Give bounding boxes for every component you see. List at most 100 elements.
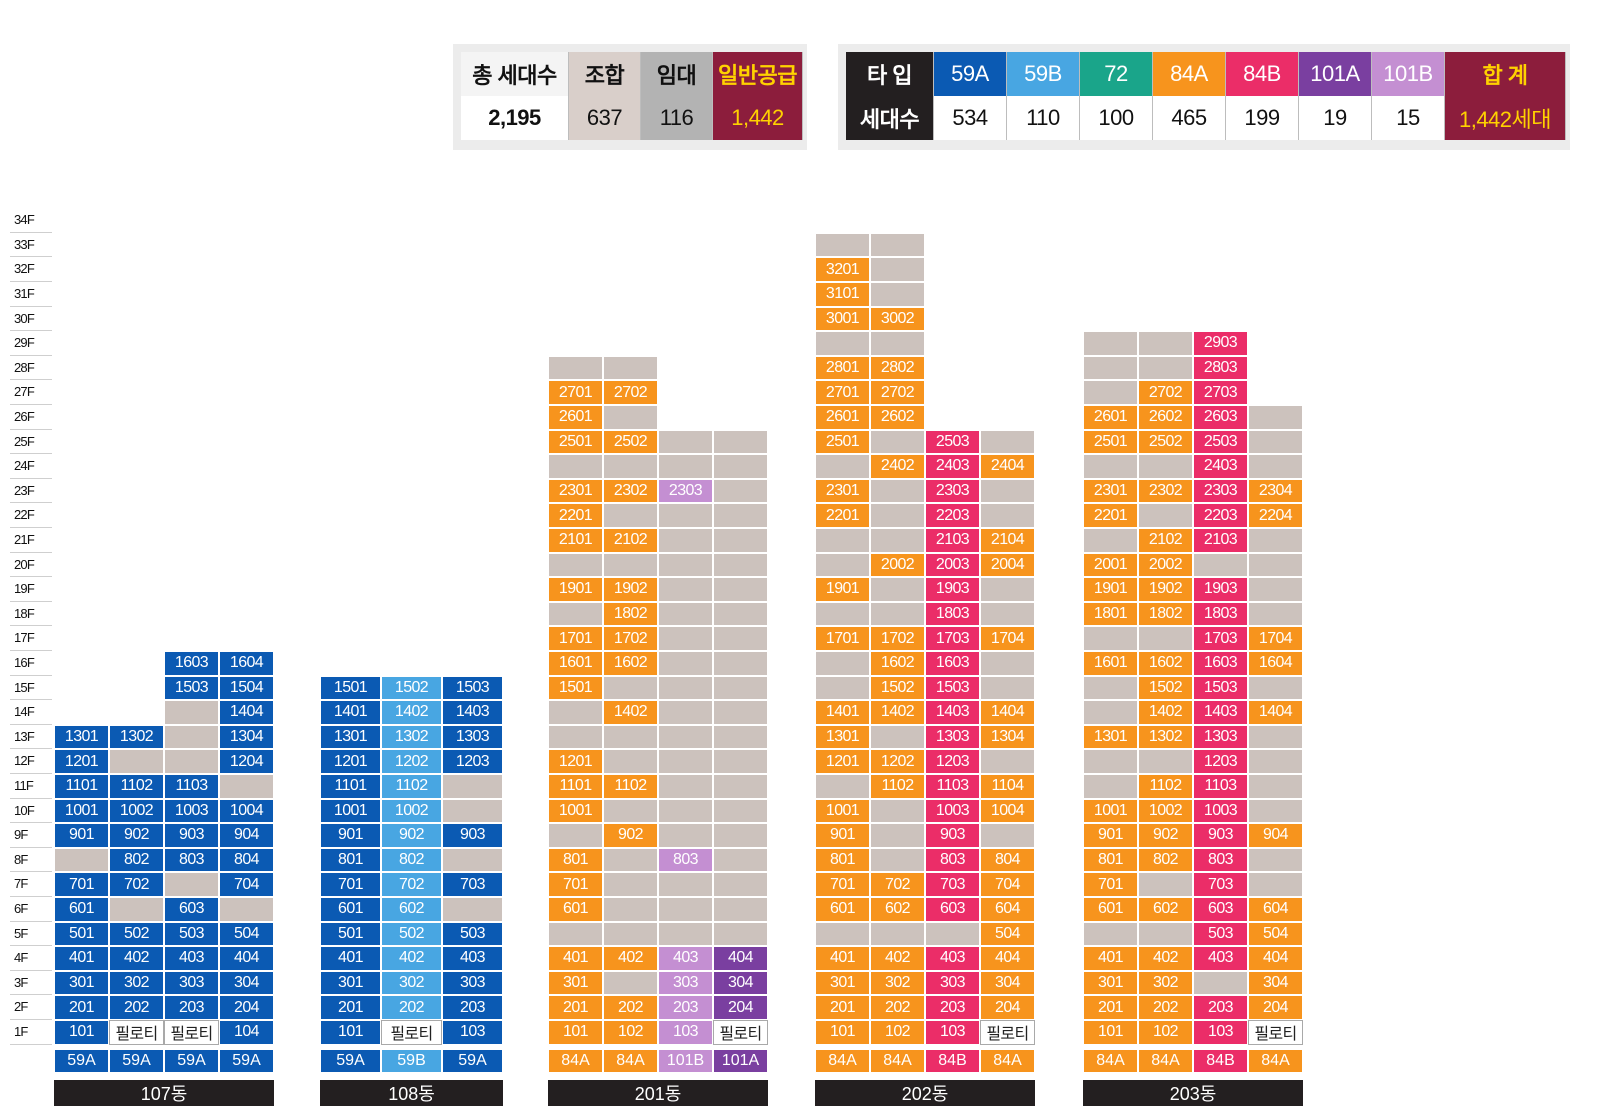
unit-cell-84b: 2203: [925, 503, 980, 528]
unit-cell-non-general: [1248, 601, 1303, 627]
unit-cell-non-general: [713, 601, 768, 627]
unit-cell-59a: 1503: [164, 675, 219, 701]
unit-type-label: 59A: [320, 1049, 381, 1073]
unit-cell-59a: 1204: [219, 749, 274, 774]
unit-cell-non-general: [815, 601, 870, 627]
unit-cell-59a: 1401: [320, 700, 381, 725]
unit-cell-59b: 402: [381, 946, 442, 971]
unit-cell-non-general: [658, 897, 713, 922]
unit-cell-non-general: [713, 798, 768, 824]
unit-cell-59a: 1102: [109, 774, 164, 799]
unit-cell-59a: 1001: [320, 798, 381, 824]
unit-cell-84b: 903: [925, 823, 980, 848]
unit-cell-non-general: [658, 577, 713, 602]
unit-cell-84a: 302: [870, 970, 925, 996]
unit-cell-84a: 2002: [1138, 552, 1193, 578]
unit-cell-84a: 2801: [815, 355, 870, 381]
unit-cell-non-general: [442, 847, 503, 873]
unit-type-label: 84A: [980, 1049, 1035, 1073]
unit-cell-84b: 1903: [1193, 577, 1248, 602]
unit-cell-84b: 803: [1193, 847, 1248, 873]
unit-cell-59a: 703: [442, 872, 503, 897]
floor-label: 10F: [14, 802, 35, 818]
unit-cell-non-general: [548, 700, 603, 725]
floor-label: 34F: [14, 212, 35, 228]
unit-cell-59b: 1202: [381, 749, 442, 774]
unit-cell-84a: 2501: [815, 429, 870, 455]
unit-cell-non-general: [815, 675, 870, 701]
unit-cell-84a: 2601: [548, 405, 603, 430]
unit-cell-84b: 1903: [925, 577, 980, 602]
unit-cell-non-general: [870, 503, 925, 528]
unit-cell-84a: 1102: [1138, 774, 1193, 799]
unit-cell-non-general: [713, 577, 768, 602]
unit-cell-59a: 1604: [219, 651, 274, 676]
unit-cell-59a: 1403: [442, 700, 503, 725]
floor-gridline: [10, 650, 52, 651]
unit-cell-84b: 2303: [1193, 478, 1248, 504]
unit-cell-84b: 2103: [925, 528, 980, 553]
summary-table-right: 타 입 59A 59B 72 84A 84B 101A 101B 합 계 세대수…: [838, 44, 1570, 150]
floor-gridline: [10, 330, 52, 332]
unit-type-label: 84A: [603, 1049, 658, 1073]
type-count-total: 1,442세대: [1445, 96, 1566, 140]
unit-cell-84a: 1601: [1083, 651, 1138, 676]
unit-cell-non-general: [870, 282, 925, 307]
unit-cell-84a: 402: [1138, 946, 1193, 971]
floor-label: 31F: [14, 286, 35, 301]
unit-cell-84a: 1002: [1138, 798, 1193, 824]
unit-cell-84a: 601: [548, 897, 603, 922]
unit-cell-59a: 504: [219, 921, 274, 947]
unit-cell-non-general: [548, 355, 603, 381]
unit-cell-59a: 903: [164, 823, 219, 848]
type-count-label: 세대수: [846, 96, 934, 140]
unit-cell-non-general: [658, 552, 713, 578]
unit-cell-84a: 1202: [870, 749, 925, 774]
unit-cell-non-general: [713, 700, 768, 725]
unit-cell-84a: 701: [815, 872, 870, 897]
unit-cell-84a: 801: [548, 847, 603, 873]
floor-gridline: [10, 994, 52, 996]
summary-header-coop: 조합: [569, 52, 641, 96]
type-count-101a: 19: [1299, 96, 1372, 140]
floor-label: 3F: [14, 974, 28, 990]
unit-cell-59b: 502: [381, 921, 442, 947]
unit-cell-101b: 2303: [658, 478, 713, 504]
unit-cell-84a: 1901: [815, 577, 870, 602]
unit-cell-non-general: [1138, 454, 1193, 479]
unit-cell-non-general: [1083, 331, 1138, 356]
floor-gridline: [10, 1019, 52, 1020]
unit-cell-101b: 203: [658, 995, 713, 1020]
unit-cell-non-general: [1193, 552, 1248, 578]
unit-cell-non-general: [548, 601, 603, 627]
unit-cell-84a: 2702: [870, 380, 925, 405]
unit-cell-84b: 1303: [925, 724, 980, 750]
summary-header-total: 총 세대수: [461, 52, 569, 96]
unit-cell-non-general: [870, 577, 925, 602]
floor-label: 11F: [14, 778, 34, 793]
unit-cell-84a: 2302: [603, 478, 658, 504]
unit-cell-non-general: [980, 429, 1035, 455]
unit-cell-59b: 902: [381, 823, 442, 848]
floor-gridline: [10, 920, 52, 922]
unit-cell-84a: 202: [603, 995, 658, 1020]
unit-cell-84a: 901: [1083, 823, 1138, 848]
unit-cell-59a: 902: [109, 823, 164, 848]
unit-cell-non-general: [548, 552, 603, 578]
unit-cell-non-general: [658, 921, 713, 947]
unit-cell-101a: 404: [713, 946, 768, 971]
unit-cell-59a: 103: [442, 1020, 503, 1045]
unit-cell-84a: 2502: [603, 429, 658, 455]
building-name: 203동: [1083, 1080, 1303, 1106]
unit-cell-84b: 1403: [925, 700, 980, 725]
floor-label: 24F: [14, 458, 35, 474]
unit-cell-84a: 402: [870, 946, 925, 971]
unit-cell-non-general: [713, 921, 768, 947]
summary-value-coop: 637: [569, 96, 641, 140]
unit-cell-84a: 2602: [870, 405, 925, 430]
floor-gridline: [10, 773, 52, 774]
unit-type-label: 84A: [1248, 1049, 1303, 1073]
unit-cell-84a: 1304: [980, 724, 1035, 750]
type-header-label: 타 입: [846, 52, 934, 96]
